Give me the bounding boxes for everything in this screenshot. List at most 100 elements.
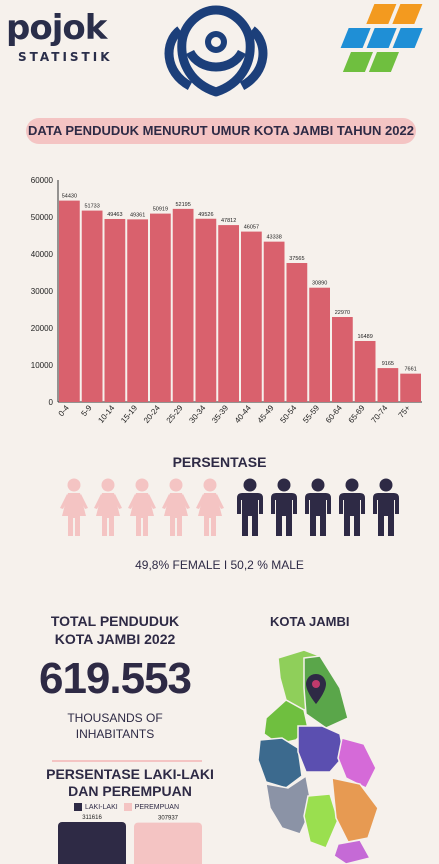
bar-35-39 [218,225,239,402]
map-district-6 [337,737,377,790]
map-district-10 [333,839,372,864]
bps-icon [340,4,423,72]
x-tick-label: 55-59 [301,403,321,425]
pojok-wordmark: pojok [6,8,107,48]
y-tick-label: 30000 [31,287,54,296]
divider [52,760,202,762]
female-figure-icon [160,478,192,538]
bar-45-49 [263,241,285,402]
male-figure-icon [336,478,368,538]
y-tick-label: 40000 [31,250,54,259]
data-label: 16489 [357,334,372,340]
bar-25-29 [172,208,194,402]
x-tick-label: 40-44 [233,403,253,425]
data-label: 43338 [266,235,281,241]
x-tick-label: 60-64 [324,403,344,425]
bar-20-24 [150,213,171,402]
data-label: 37565 [289,256,304,262]
map-district-4 [257,737,303,789]
data-label: 47812 [221,218,236,224]
x-tick-label: 75+ [397,403,413,419]
data-label: 50919 [153,207,168,213]
data-label: 52195 [175,202,190,208]
total-number: 619.553 [38,654,192,703]
emblem-icon [164,5,268,97]
pojok-statistik-logo: pojok STATISTIK [6,10,136,72]
bar-60-64 [332,317,353,402]
x-tick-label: 65-69 [347,403,367,425]
location-pin-icon [306,674,326,704]
x-tick-label: 15-19 [119,403,139,425]
kota-jambi-map [257,649,379,864]
gender-figures [58,478,418,538]
bar-55-59 [309,287,330,402]
sex-chart-legend: LAKI-LAKI PEREMPUAN [74,803,179,811]
total-unit-line1: THOUSANDS OF [67,711,163,725]
map-district-9 [331,777,379,843]
x-tick-label: 30-34 [187,403,207,425]
persentase-title: PERSENTASE [172,454,267,470]
data-label: 49526 [198,212,213,218]
data-label: 307937 [158,816,179,822]
legend-label-laki: LAKI-LAKI [85,803,118,811]
sex-bar-chart: 311616 307937 [58,815,202,864]
female-figure-icon [194,478,226,538]
female-figure-icon [92,478,124,538]
x-tick-label: 25-29 [165,403,185,425]
map-district-8 [303,793,339,849]
legend-item-laki: LAKI-LAKI [74,803,118,811]
x-tick-label: 20-24 [142,403,162,425]
bar-40-44 [241,231,262,402]
y-tick-label: 50000 [31,213,54,222]
bar-0-4 [59,200,80,402]
persentase-text: 49,8% FEMALE I 50,2 % MALE [135,558,304,572]
x-tick-label: 5-9 [79,403,94,418]
y-tick-label: 20000 [31,324,54,333]
total-title-line1: TOTAL PENDUDUK [50,613,180,629]
chart-title: DATA PENDUDUK MENURUT UMUR KOTA JAMBI TA… [26,118,416,144]
bar-15-19 [127,219,148,402]
bar-30-34 [195,218,217,402]
bar-perempuan [134,822,202,864]
male-figure-icon [302,478,334,538]
sex-chart-title-line1: PERSENTASE LAKI-LAKI [46,766,214,782]
total-unit: THOUSANDS OF INHABITANTS [20,710,210,742]
sex-chart-title-line2: DAN PEREMPUAN [68,783,192,799]
bar-65-69 [354,340,376,402]
female-figure-icon [58,478,90,538]
total-title: TOTAL PENDUDUK KOTA JAMBI 2022 [20,612,210,648]
data-label: 22970 [335,310,350,316]
y-tick-label: 0 [49,398,54,407]
statistik-wordmark: STATISTIK [18,50,113,64]
bar-laki-laki [58,822,126,864]
female-figure-icon [126,478,158,538]
legend-label-perempuan: PEREMPUAN [134,803,180,811]
x-tick-label: 10-14 [96,403,116,425]
map-district-2 [303,655,349,729]
data-label: 7661 [405,367,417,373]
data-label: 49463 [107,212,122,218]
data-label: 46057 [244,225,259,231]
data-label: 311616 [82,815,102,821]
male-figure-icon [370,478,402,538]
bar-70-74 [377,368,399,402]
data-label: 54430 [62,194,77,200]
male-figure-icon [234,478,266,538]
total-unit-line2: INHABITANTS [75,727,155,741]
data-label: 9165 [382,361,394,367]
bar-10-14 [104,218,126,402]
map-district-5 [297,725,345,773]
bar-50-54 [286,263,308,402]
map-title: KOTA JAMBI [270,614,350,629]
data-label: 51733 [84,204,99,210]
legend-item-perempuan: PEREMPUAN [123,803,180,811]
x-tick-label: 50-54 [278,403,298,425]
y-tick-label: 60000 [31,176,54,185]
age-bar-chart: 0 10000 20000 30000 40000 50000 60000 54430 0-4 5… [31,176,422,425]
data-label: 30890 [312,281,327,287]
male-figure-icon [268,478,300,538]
y-tick-label: 10000 [31,361,54,370]
x-tick-label: 70-74 [369,403,389,425]
x-tick-label: 35-39 [210,403,230,425]
data-label: 49361 [130,212,145,218]
